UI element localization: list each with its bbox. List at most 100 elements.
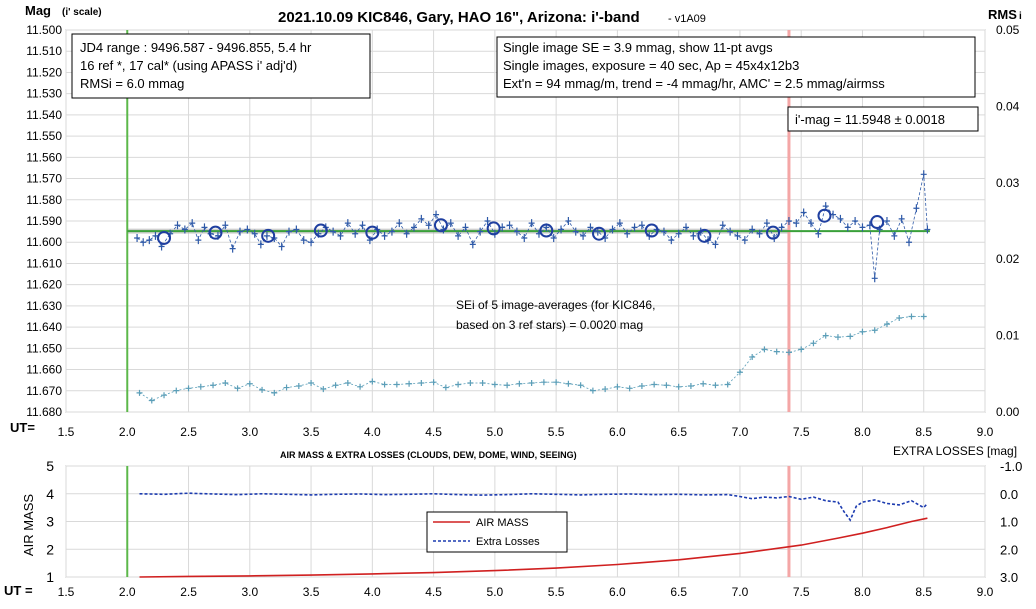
mag-point: [330, 227, 337, 236]
mag-point: [891, 231, 898, 240]
x-axis-title: UT=: [10, 420, 35, 435]
rms-point: [602, 386, 609, 393]
rms-point: [614, 383, 621, 390]
rms-point: [638, 383, 645, 390]
losses-y2-tick-labels: -1.0 0.0 1.0 2.0 3.0: [1000, 459, 1022, 585]
mag-point: [308, 238, 315, 247]
mag-point: [521, 233, 528, 242]
mag-point: [293, 225, 300, 234]
y2-tick-labels: 0.05 0.04 0.03 0.02 0.01 0.00: [996, 23, 1020, 419]
mag-point: [396, 219, 403, 228]
mag-point: [844, 223, 851, 232]
rms-point: [197, 383, 204, 390]
rms-point: [810, 340, 817, 347]
info-left-line-2: 16 ref *, 17 cal* (using APASS i' adj'd): [80, 58, 297, 73]
mag-point: [418, 214, 425, 223]
rms-point: [406, 380, 413, 387]
rms-point: [357, 383, 364, 390]
y2-tick-label: 0.02: [996, 252, 1020, 266]
rms-point: [344, 379, 351, 386]
mag-point: [513, 227, 520, 236]
mag-point: [174, 221, 181, 230]
mag-point: [690, 231, 697, 240]
losses-y2-tick-label: -1.0: [1000, 459, 1022, 474]
airmass-x-tick-label: 7.0: [732, 585, 749, 599]
mag-point: [236, 227, 243, 236]
airmass-y-tick-label: 4: [46, 486, 54, 502]
y-axis-title: Mag: [25, 3, 51, 18]
rms-point: [504, 382, 511, 389]
mag-point: [580, 231, 587, 240]
y-tick-label: 11.540: [26, 108, 62, 122]
mag-point: [913, 204, 920, 213]
x-tick-label: 9.0: [977, 425, 994, 439]
airmass-x-tick-label: 8.5: [915, 585, 932, 599]
mag-point: [920, 170, 927, 179]
mag-point: [800, 208, 807, 217]
mag-point: [244, 225, 251, 234]
avg-point: [539, 223, 554, 238]
y2-tick-label: 0.00: [996, 405, 1020, 419]
mag-point: [852, 217, 859, 225]
rms-point: [589, 387, 596, 394]
airmass-chart: AIR MASS & EXTRA LOSSES (CLOUDS, DEW, DO…: [4, 444, 1022, 599]
rms-point: [442, 384, 449, 391]
avg-point: [592, 226, 607, 241]
airmass-y-tick-labels: 5 4 3 2 1: [46, 458, 54, 585]
mag-point: [447, 219, 454, 228]
y-tick-label: 11.670: [26, 384, 62, 398]
info-box-right: Single image SE = 3.9 mmag, show 11-pt a…: [496, 36, 976, 98]
mag-point: [785, 217, 792, 225]
rms-point: [761, 346, 768, 353]
x-tick-label: 6.5: [670, 425, 687, 439]
airmass-x-tick-label: 6.0: [609, 585, 626, 599]
info-right-line-1: Single image SE = 3.9 mmag, show 11-pt a…: [503, 40, 773, 55]
x-tick-label: 7.5: [793, 425, 810, 439]
airmass-x-tick-label: 6.5: [670, 585, 687, 599]
mag-point: [763, 219, 770, 228]
losses-y2-tick-label: 0.0: [1000, 487, 1018, 502]
avg-point: [486, 221, 501, 236]
rms-point: [381, 381, 388, 388]
mag-point: [484, 217, 491, 225]
airmass-x-tick-label: 3.0: [241, 585, 258, 599]
top-grid: [65, 29, 986, 413]
y-axis-title-note: (i' scale): [62, 7, 102, 18]
rms-point: [295, 383, 302, 390]
x-tick-label: 4.0: [364, 425, 381, 439]
mag-point: [808, 219, 815, 228]
mag-result-text: i'-mag = 11.5948 ± 0.0018: [795, 112, 945, 127]
rms-point: [712, 382, 719, 389]
rms-point: [834, 334, 841, 341]
airmass-x-tick-label: 4.5: [425, 585, 442, 599]
airmass-y2-title: EXTRA LOSSES [mag]: [893, 444, 1017, 458]
x-tick-label: 2.0: [119, 425, 136, 439]
x-tick-label: 8.5: [915, 425, 932, 439]
rms-point: [418, 379, 425, 386]
avg-point: [157, 230, 172, 245]
x-tick-label: 4.5: [425, 425, 442, 439]
rms-point: [479, 379, 486, 386]
rms-series: [136, 313, 927, 404]
y-tick-label: 11.620: [26, 278, 62, 292]
info-right-line-2: Single images, exposure = 40 sec, Ap = 4…: [503, 58, 799, 73]
x-tick-label: 5.5: [548, 425, 565, 439]
mag-point: [189, 219, 196, 228]
mag-point: [286, 227, 293, 236]
info-box-left: JD4 range : 9496.587 - 9496.855, 5.4 hr …: [71, 33, 371, 99]
rms-point: [540, 379, 547, 386]
avg-series: [157, 208, 885, 245]
mag-point: [587, 223, 594, 232]
mag-point: [624, 229, 631, 238]
rms-point: [222, 379, 229, 386]
mag-point: [898, 214, 905, 223]
mag-point: [572, 227, 579, 236]
rms-point: [136, 389, 143, 396]
chart-title-suffix: - v1A09: [668, 13, 706, 25]
y-tick-label: 11.650: [26, 341, 62, 355]
mag-point: [631, 223, 638, 232]
rms-point: [332, 382, 339, 389]
mag-point: [403, 229, 410, 238]
airmass-x-tick-label: 9.0: [977, 585, 994, 599]
